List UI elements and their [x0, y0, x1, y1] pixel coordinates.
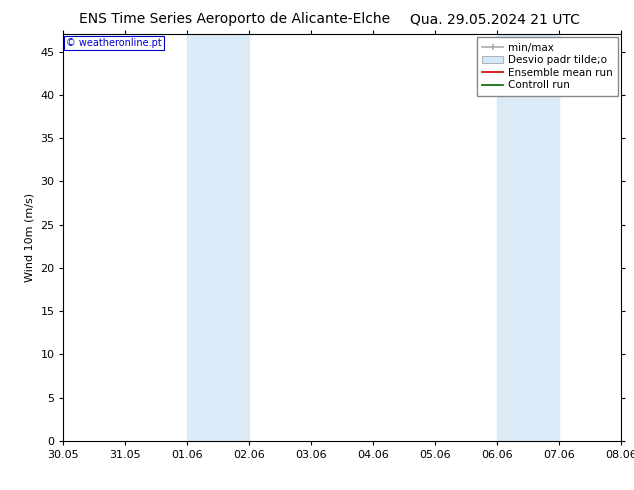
Bar	[188, 34, 249, 441]
Text: Qua. 29.05.2024 21 UTC: Qua. 29.05.2024 21 UTC	[410, 12, 579, 26]
Legend: min/max, Desvio padr tilde;o, Ensemble mean run, Controll run: min/max, Desvio padr tilde;o, Ensemble m…	[477, 37, 618, 96]
Y-axis label: Wind 10m (m/s): Wind 10m (m/s)	[25, 193, 35, 282]
Text: ENS Time Series Aeroporto de Alicante-Elche: ENS Time Series Aeroporto de Alicante-El…	[79, 12, 390, 26]
Text: © weatheronline.pt: © weatheronline.pt	[66, 38, 162, 49]
Bar	[497, 34, 559, 441]
